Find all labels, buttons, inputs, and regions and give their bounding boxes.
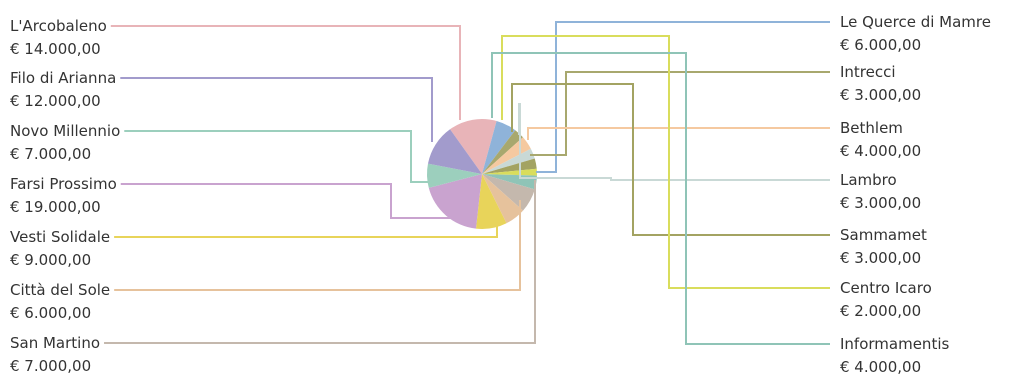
pie-slice-9	[482, 174, 524, 224]
slice-label-name: Le Querce di Mamre	[840, 13, 991, 31]
pie-slice-2	[482, 130, 523, 174]
slice-label-name: San Martino	[10, 334, 100, 352]
slice-label-name: Informamentis	[840, 335, 949, 353]
leader-line-1	[536, 21, 830, 173]
slice-label-value: € 14.000,00	[10, 40, 101, 58]
pie-slice-10	[475, 174, 507, 230]
slice-label-name: Lambro	[840, 171, 897, 189]
slice-label-value: € 3.000,00	[840, 86, 921, 104]
pie-slice-0	[450, 118, 497, 174]
leader-line-0	[110, 25, 461, 120]
pie-slice-1	[482, 120, 516, 174]
leader-line-9	[114, 200, 521, 291]
slice-label-value: € 2.000,00	[840, 302, 921, 320]
slice-label-value: € 6.000,00	[840, 36, 921, 54]
pie-slice-11	[428, 174, 482, 229]
pie-slice-8	[482, 174, 535, 211]
slice-label-name: Intrecci	[840, 63, 896, 81]
pie-slice-3	[482, 137, 531, 174]
slice-label-value: € 12.000,00	[10, 92, 101, 110]
slice-labels: L'Arcobaleno € 14.000,00 Le Querce di Mamr…	[10, 13, 991, 374]
pie-slice-4	[482, 148, 535, 174]
leader-line-12	[124, 130, 432, 183]
leader-line-6	[501, 35, 830, 289]
leader-line-8	[104, 180, 536, 344]
slice-label-value: € 4.000,00	[840, 358, 921, 374]
leader-line-3	[527, 127, 830, 140]
slice-label-value: € 3.000,00	[840, 249, 921, 267]
slice-label-value: € 4.000,00	[840, 142, 921, 160]
slice-label-name: L'Arcobaleno	[10, 17, 107, 35]
leader-line-2	[530, 71, 830, 156]
pie-slice-12	[426, 163, 482, 188]
slice-label-value: € 19.000,00	[10, 198, 101, 216]
slice-label-value: € 3.000,00	[840, 194, 921, 212]
pie-slice-6	[482, 168, 537, 176]
leader-line-13	[120, 77, 433, 142]
leader-lines	[104, 21, 830, 345]
leader-line-11	[120, 183, 452, 219]
pie-slices	[426, 118, 537, 230]
slice-label-name: Novo Millennio	[10, 122, 120, 140]
slice-label-value: € 6.000,00	[10, 304, 91, 322]
slice-label-name: Sammamet	[840, 226, 927, 244]
slice-label-name: Filo di Arianna	[10, 69, 116, 87]
slice-label-name: Farsi Prossimo	[10, 175, 117, 193]
leader-line-10	[114, 226, 498, 238]
slice-label-value: € 7.000,00	[10, 357, 91, 374]
slice-label-name: Centro Icaro	[840, 279, 932, 297]
slice-label-value: € 7.000,00	[10, 145, 91, 163]
leader-line-7	[491, 52, 830, 345]
leader-line-4	[518, 103, 830, 181]
slice-label-name: Città del Sole	[10, 281, 110, 299]
pie-slice-13	[427, 129, 482, 174]
slice-label-value: € 9.000,00	[10, 251, 91, 269]
pie-slice-5	[482, 158, 537, 174]
slice-label-name: Vesti Solidale	[10, 228, 110, 246]
leader-line-5	[511, 83, 830, 236]
slice-label-name: Bethlem	[840, 119, 903, 137]
